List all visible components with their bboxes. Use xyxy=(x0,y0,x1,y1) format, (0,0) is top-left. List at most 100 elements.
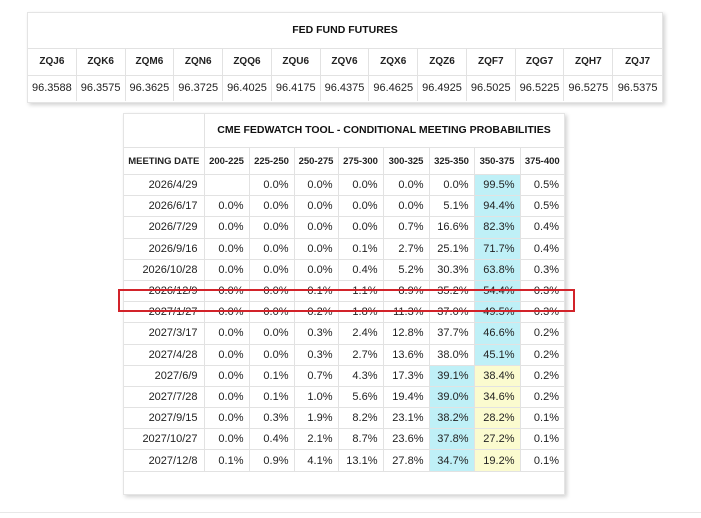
probability-cell: 0.0% xyxy=(203,301,250,324)
probability-cell: 0.9% xyxy=(248,449,295,472)
probability-cell: 23.1% xyxy=(382,407,430,430)
rate-range-header: 325-350 xyxy=(428,148,475,175)
futures-price: 96.4925 xyxy=(418,76,467,101)
probability-cell: 0.3% xyxy=(248,407,295,430)
probability-cell: 39.1% xyxy=(428,364,475,387)
probability-cell: 0.3% xyxy=(293,322,339,345)
rate-range-header: 375-400 xyxy=(519,148,564,175)
futures-contract-label: ZQN6 xyxy=(174,49,224,75)
futures-price: 96.4375 xyxy=(321,76,370,101)
meeting-row: 2026/4/29 0.0% 0.0% 0.0% 0.0% 0.0% 99.5% 0.5% xyxy=(124,173,564,197)
probability-cell: 0.1% xyxy=(248,364,295,387)
probability-cell: 35.2% xyxy=(428,279,475,303)
probability-table: MEETING DATE 200-225 225-250 250-275 275-300… xyxy=(124,148,564,472)
probability-cell: 23.6% xyxy=(382,428,430,451)
probability-cell: 2.1% xyxy=(293,428,339,451)
probability-cell: 99.5% xyxy=(473,173,521,197)
meeting-date: 2027/4/28 xyxy=(124,343,205,366)
probability-cell: 1.0% xyxy=(293,385,339,409)
probability-cell: 0.3% xyxy=(519,301,564,324)
probability-cell: 0.1% xyxy=(203,449,250,472)
rate-range-header: 350-375 xyxy=(473,148,521,175)
probability-cell: 0.0% xyxy=(203,237,250,260)
probability-cell: 0.0% xyxy=(203,343,250,366)
meeting-date: 2027/9/15 xyxy=(124,407,205,430)
probability-cell: 1.9% xyxy=(293,407,339,430)
meeting-date: 2027/1/27 xyxy=(124,301,205,324)
futures-price: 96.3588 xyxy=(28,76,77,101)
probability-cell: 0.4% xyxy=(337,258,384,281)
title-separator xyxy=(204,114,205,147)
meeting-row: 2027/6/9 0.0% 0.1% 0.7% 4.3% 17.3% 39.1% 38.4% 0… xyxy=(124,364,564,387)
probability-cell: 0.2% xyxy=(519,364,564,387)
probability-cell: 0.2% xyxy=(293,301,339,324)
probability-cell: 0.0% xyxy=(293,258,339,281)
probability-cell: 0.0% xyxy=(293,216,339,239)
probability-cell: 38.4% xyxy=(473,364,521,387)
fedwatch-panel: CME FEDWATCH TOOL - CONDITIONAL MEETING … xyxy=(123,113,565,495)
probability-cell: 0.3% xyxy=(293,343,339,366)
probability-cell: 0.1% xyxy=(519,449,564,472)
probability-cell: 0.0% xyxy=(248,322,295,345)
probability-cell: 4.3% xyxy=(337,364,384,387)
meeting-date: 2027/12/8 xyxy=(124,449,205,472)
probability-cell: 0.0% xyxy=(203,364,250,387)
probability-cell: 34.7% xyxy=(428,449,475,472)
probability-cell: 0.0% xyxy=(382,173,430,197)
probability-cell: 0.5% xyxy=(519,173,564,197)
probability-cell: 0.4% xyxy=(248,428,295,451)
futures-price-row: 96.3588 96.3575 96.3625 96.3725 96.4025 96.41… xyxy=(28,76,662,101)
probability-cell: 1.8% xyxy=(337,301,384,324)
probability-cell: 0.7% xyxy=(382,216,430,239)
meeting-row: 2027/4/28 0.0% 0.0% 0.3% 2.7% 13.6% 38.0% 45.1%… xyxy=(124,343,564,366)
futures-contract-label: ZQX6 xyxy=(369,49,419,75)
probability-cell: 0.0% xyxy=(248,343,295,366)
probability-cell: 0.1% xyxy=(293,279,339,303)
meeting-date: 2026/10/28 xyxy=(124,258,205,281)
probability-cell: 94.4% xyxy=(473,195,521,218)
probability-cell: 2.7% xyxy=(337,343,384,366)
probability-cell: 37.7% xyxy=(428,322,475,345)
probability-cell: 19.2% xyxy=(473,449,521,472)
meeting-row: 2027/3/17 0.0% 0.0% 0.3% 2.4% 12.8% 37.7% 46.6%… xyxy=(124,322,564,345)
fed-fund-futures-panel: FED FUND FUTURES ZQJ6 ZQK6 ZQM6 ZQN6 ZQQ6 ZQU… xyxy=(27,12,663,103)
probability-cell: 0.0% xyxy=(203,385,250,409)
probability-cell: 38.0% xyxy=(428,343,475,366)
meeting-row: 2026/12/9 0.0% 0.0% 0.1% 1.1% 8.9% 35.2% 54.4% 0… xyxy=(124,279,564,303)
meeting-date: 2026/9/16 xyxy=(124,237,205,260)
probability-cell: 28.2% xyxy=(473,407,521,430)
probability-cell: 0.0% xyxy=(248,195,295,218)
futures-price: 96.4175 xyxy=(272,76,321,101)
probability-cell: 0.0% xyxy=(248,301,295,324)
probability-cell: 12.8% xyxy=(382,322,430,345)
probability-cell: 0.0% xyxy=(203,195,250,218)
probability-cell: 0.2% xyxy=(519,322,564,345)
meeting-row: 2026/7/29 0.0% 0.0% 0.0% 0.0% 0.7% 16.6% 82.3% 0… xyxy=(124,216,564,239)
futures-contract-label: ZQQ6 xyxy=(223,49,272,75)
probability-cell: 82.3% xyxy=(473,216,521,239)
futures-price: 96.5225 xyxy=(516,76,565,101)
meeting-date: 2026/12/9 xyxy=(124,279,205,303)
futures-price: 96.4025 xyxy=(223,76,272,101)
futures-contract-label: ZQJ7 xyxy=(625,56,651,67)
probability-cell: 1.1% xyxy=(337,279,384,303)
futures-price: 96.4625 xyxy=(369,76,419,101)
fedwatch-title: CME FEDWATCH TOOL - CONDITIONAL MEETING … xyxy=(217,124,551,136)
probability-cell: 46.6% xyxy=(473,322,521,345)
meeting-row: 2027/10/27 0.0% 0.4% 2.1% 8.7% 23.6% 37.8% 27.2… xyxy=(124,428,564,451)
probability-cell: 0.2% xyxy=(519,385,564,409)
probability-cell: 0.5% xyxy=(519,195,564,218)
meeting-date: 2027/7/28 xyxy=(124,385,205,409)
rate-range-header: 300-325 xyxy=(382,148,430,175)
probability-cell: 16.6% xyxy=(428,216,475,239)
futures-header-row: ZQJ6 ZQK6 ZQM6 ZQN6 ZQQ6 ZQU6 ZQV6 ZQX6 ZQZ6 ZQF7… xyxy=(28,49,662,76)
probability-cell: 0.0% xyxy=(248,216,295,239)
probability-cell: 0.0% xyxy=(248,173,295,197)
probability-cell: 39.0% xyxy=(428,385,475,409)
probability-cell: 2.7% xyxy=(382,237,430,260)
probability-cell: 0.1% xyxy=(248,385,295,409)
probability-cell: 0.0% xyxy=(337,173,384,197)
probability-cell: 0.0% xyxy=(293,173,339,197)
probability-cell: 0.0% xyxy=(203,258,250,281)
probability-cell: 0.0% xyxy=(337,216,384,239)
